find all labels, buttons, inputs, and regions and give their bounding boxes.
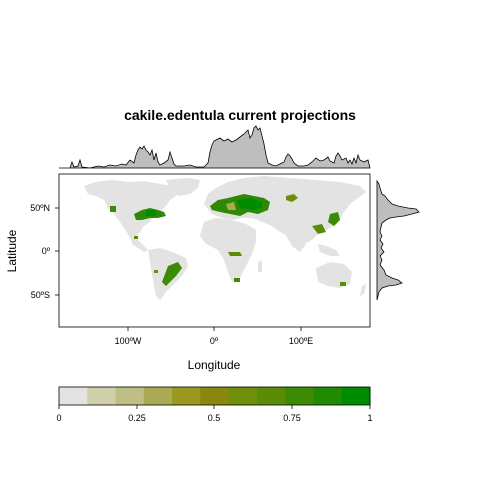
x-tick-label-100e: 100ºE xyxy=(289,336,313,346)
colorbar-cell xyxy=(87,387,117,405)
longitude-density-curve xyxy=(59,125,371,169)
north-america xyxy=(84,180,180,238)
x-axis-label: Longitude xyxy=(188,358,241,372)
colorbar-cell xyxy=(200,387,230,405)
colorbar-cells xyxy=(59,387,371,405)
colorbar-cell xyxy=(143,387,173,405)
colorbar-label-075: 0.75 xyxy=(283,413,301,423)
suitability-africa-tip xyxy=(234,278,240,282)
suitability-na-west xyxy=(110,206,116,212)
latitude-density-curve xyxy=(376,179,420,301)
map-panel: 100ºW 0º 100ºE 50ºN 0º 50ºS xyxy=(30,173,371,346)
colorbar-cell xyxy=(341,387,371,405)
suitability-na-core xyxy=(146,210,156,216)
colorbar-cell xyxy=(256,387,286,405)
suitability-south-america xyxy=(162,262,182,286)
colorbar-ticks xyxy=(58,405,371,409)
colorbar-label-1: 1 xyxy=(367,413,372,423)
new-zealand xyxy=(360,284,366,296)
suitability-east-asia-2 xyxy=(312,224,326,234)
map-axis-ticks xyxy=(55,207,302,331)
colorbar-cell xyxy=(59,387,88,405)
y-tick-label-50s: 50ºS xyxy=(31,290,50,300)
suitability-sa-small xyxy=(154,270,158,273)
southeast-asia-islands xyxy=(318,244,340,256)
suitability-east-asia xyxy=(328,212,340,226)
colorbar-cell xyxy=(285,387,314,405)
africa xyxy=(200,218,256,282)
suitability-europe-low xyxy=(226,202,236,210)
colorbar-frame xyxy=(58,386,371,406)
suitability-central-america xyxy=(134,236,138,239)
latitude-density-plot xyxy=(376,179,420,301)
suitability-australia xyxy=(340,282,346,286)
suitability-central-asia xyxy=(286,194,298,202)
colorbar-cell xyxy=(172,387,201,405)
plot-title: cakile.edentula current projections xyxy=(124,107,356,123)
colorbar-label-0: 0 xyxy=(56,413,61,423)
suitability-europe-high xyxy=(236,198,262,210)
longitude-density-plot xyxy=(59,125,371,169)
eurasia xyxy=(204,176,366,244)
x-tick-label-0: 0º xyxy=(210,336,219,346)
madagascar xyxy=(258,260,262,272)
colorbar-label-05: 0.5 xyxy=(208,413,221,423)
central-america xyxy=(130,236,148,252)
colorbar-label-025: 0.25 xyxy=(128,413,146,423)
landmass-layer xyxy=(84,176,366,300)
suitability-layer xyxy=(110,194,346,286)
y-tick-label-0: 0º xyxy=(42,246,51,256)
colorbar-cell xyxy=(115,387,145,405)
colorbar: 0 0.25 0.5 0.75 1 xyxy=(56,386,373,423)
colorbar-cell xyxy=(228,387,258,405)
y-axis-label: Latitude xyxy=(5,229,19,272)
colorbar-cell xyxy=(313,387,343,405)
suitability-africa-south xyxy=(228,252,242,256)
x-tick-label-100w: 100ºW xyxy=(115,336,142,346)
greenland xyxy=(166,178,200,196)
south-asia xyxy=(284,232,306,252)
y-tick-label-50n: 50ºN xyxy=(30,203,50,213)
australia xyxy=(316,262,352,288)
